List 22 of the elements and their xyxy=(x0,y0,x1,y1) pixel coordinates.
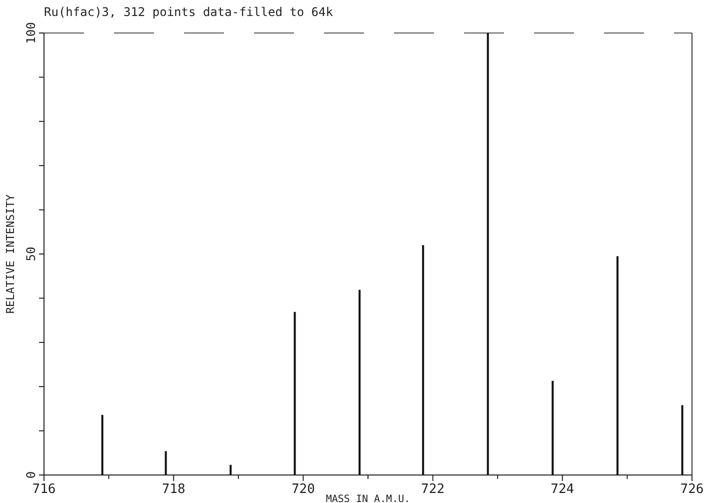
bar xyxy=(552,380,554,475)
x-tick-label: 716 xyxy=(32,482,56,497)
bar xyxy=(422,245,424,475)
bar xyxy=(294,312,296,475)
x-tick-label: 722 xyxy=(421,482,445,497)
chart-title: Ru(hfac)3, 312 points data-filled to 64k xyxy=(44,5,334,19)
x-tick-label: 718 xyxy=(162,482,186,497)
bar xyxy=(358,290,361,475)
bar xyxy=(164,451,167,475)
y-axis-title: RELATIVE INTENSITY xyxy=(4,194,17,314)
bar xyxy=(230,464,232,475)
x-tick-label: 720 xyxy=(291,482,315,497)
x-axis-title: MASS IN A.M.U. xyxy=(326,494,410,503)
bar xyxy=(486,33,489,475)
y-tick-label: 50 xyxy=(24,246,38,262)
bar xyxy=(681,405,684,475)
y-tick-label: 100 xyxy=(24,22,38,44)
x-tick-label: 724 xyxy=(550,482,574,497)
x-tick-label: 726 xyxy=(680,482,704,497)
y-tick-label: 0 xyxy=(24,471,38,479)
bar xyxy=(101,414,104,475)
bar xyxy=(616,256,618,475)
